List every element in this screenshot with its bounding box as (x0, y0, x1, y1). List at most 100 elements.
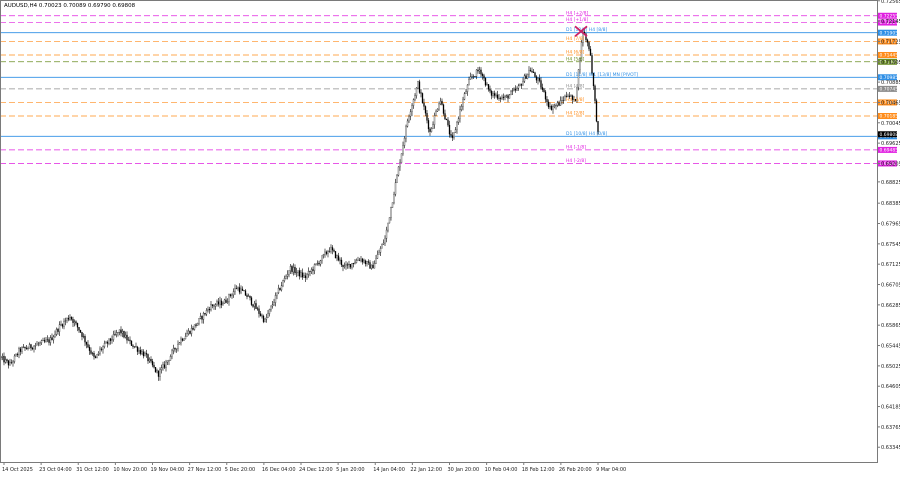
candle-body (328, 252, 329, 254)
candle-body (194, 325, 195, 330)
candle-body (277, 293, 278, 295)
y-tick-label: 0.66285 (881, 303, 900, 309)
candle-body (374, 263, 375, 268)
y-tick-label: 0.71725 (881, 39, 900, 45)
candle-body (598, 121, 599, 132)
candle-body (338, 256, 339, 260)
candle-body (22, 348, 23, 352)
candle-body (515, 89, 516, 90)
candle-body (568, 96, 569, 97)
candle-body (287, 274, 288, 276)
candle-body (268, 314, 269, 318)
candle-body (544, 90, 545, 92)
candle-body (281, 286, 282, 290)
x-tick-label: 14 Oct 2025 (2, 467, 33, 473)
candle-body (326, 252, 327, 254)
candle-body (196, 325, 197, 326)
candle-body (23, 347, 24, 348)
candle-body (533, 72, 534, 73)
candle-body (421, 93, 422, 94)
candle-body (322, 256, 323, 261)
candle-body (521, 84, 522, 85)
candle-body (215, 305, 216, 306)
level-price-tag-label: 0.71445 (880, 53, 899, 59)
candle-body (466, 92, 467, 94)
candle-body (112, 340, 113, 341)
x-tick-label: 27 Nov 12:00 (188, 467, 222, 473)
level-label: D1 [10/8] H4 [0/8] (566, 131, 607, 137)
candle-body (229, 295, 230, 302)
candle-body (46, 340, 47, 341)
candle-body (532, 71, 533, 72)
candle-body (55, 334, 56, 337)
candle-body (149, 359, 150, 361)
candle-body (76, 322, 77, 324)
candle-body (299, 271, 300, 277)
candle-body (362, 259, 363, 262)
candle-body (538, 78, 539, 80)
candle-body (547, 99, 548, 102)
y-tick-label: 0.67545 (881, 242, 900, 248)
candle-body (542, 87, 543, 89)
candle-body (481, 70, 482, 74)
candle-body (545, 92, 546, 99)
x-tick-label: 10 Feb 04:00 (485, 467, 518, 473)
candle-body (317, 263, 318, 264)
candle-body (187, 334, 188, 337)
candle-body (398, 167, 399, 175)
candle-body (334, 250, 335, 251)
candle-body (497, 95, 498, 98)
candle-body (425, 106, 426, 113)
candle-body (409, 116, 410, 121)
candle-body (143, 352, 144, 356)
current-price-label: 0.69808 (880, 132, 899, 138)
candle-body (463, 99, 464, 106)
candle-body (166, 362, 167, 367)
candle-body (40, 343, 41, 344)
candle-body (437, 109, 438, 111)
candle-body (212, 305, 213, 306)
candle-body (122, 331, 123, 333)
candle-body (352, 263, 353, 267)
candle-body (247, 295, 248, 296)
candle-body (176, 349, 177, 350)
candle-body (266, 317, 267, 319)
candle-body (293, 267, 294, 272)
candle-body (308, 271, 309, 274)
candle-body (383, 243, 384, 244)
candle-body (386, 230, 387, 238)
candle-body (311, 269, 312, 271)
candle-body (469, 79, 470, 85)
y-tick-label: 0.70465 (881, 100, 900, 106)
candle-body (50, 338, 51, 343)
candle-body (377, 254, 378, 258)
candle-body (14, 356, 15, 362)
candle-body (98, 353, 99, 354)
level-label: D1 [12/8] H4 [8/8] (566, 27, 607, 33)
candle-body (440, 101, 441, 104)
candle-body (587, 40, 588, 43)
candle-body (527, 74, 528, 79)
candle-body (307, 275, 308, 278)
candle-body (320, 261, 321, 264)
candle-body (392, 203, 393, 208)
candle-body (415, 96, 416, 100)
candle-body (139, 350, 140, 351)
candle-body (140, 350, 141, 353)
candle-body (385, 238, 386, 243)
candle-body (304, 276, 305, 277)
candle-body (487, 84, 488, 85)
candle-body (331, 247, 332, 251)
candle-body (205, 313, 206, 314)
candle-body (428, 120, 429, 129)
candle-body (77, 323, 78, 327)
candle-body (550, 106, 551, 107)
x-tick-label: 5 Dec 20:00 (225, 467, 255, 473)
candle-body (292, 266, 293, 272)
candle-body (346, 265, 347, 266)
candle-body (314, 264, 315, 270)
candle-body (524, 76, 525, 82)
symbol-info: AUDUSD,H4 0.70023 0.70089 0.69790 0.6980… (4, 3, 136, 9)
